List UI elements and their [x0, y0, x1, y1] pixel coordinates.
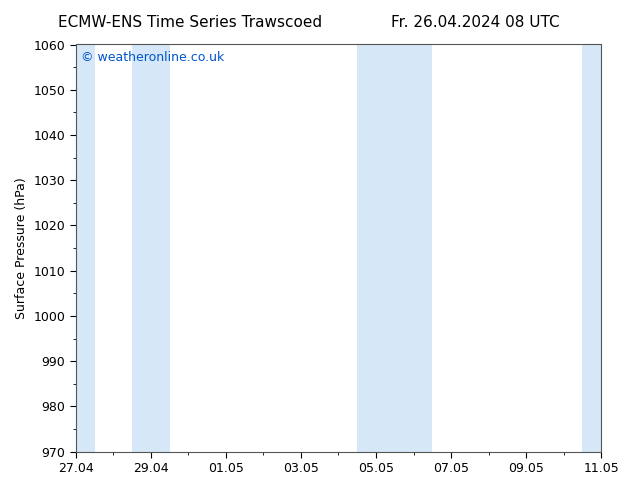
Bar: [132, 45, 170, 452]
Bar: [357, 45, 395, 452]
Bar: [395, 45, 432, 452]
Text: ECMW-ENS Time Series Trawscoed: ECMW-ENS Time Series Trawscoed: [58, 15, 322, 30]
Y-axis label: Surface Pressure (hPa): Surface Pressure (hPa): [15, 177, 28, 319]
Text: Fr. 26.04.2024 08 UTC: Fr. 26.04.2024 08 UTC: [391, 15, 560, 30]
Bar: [583, 45, 601, 452]
Text: © weatheronline.co.uk: © weatheronline.co.uk: [81, 50, 224, 64]
Bar: [57, 45, 94, 452]
